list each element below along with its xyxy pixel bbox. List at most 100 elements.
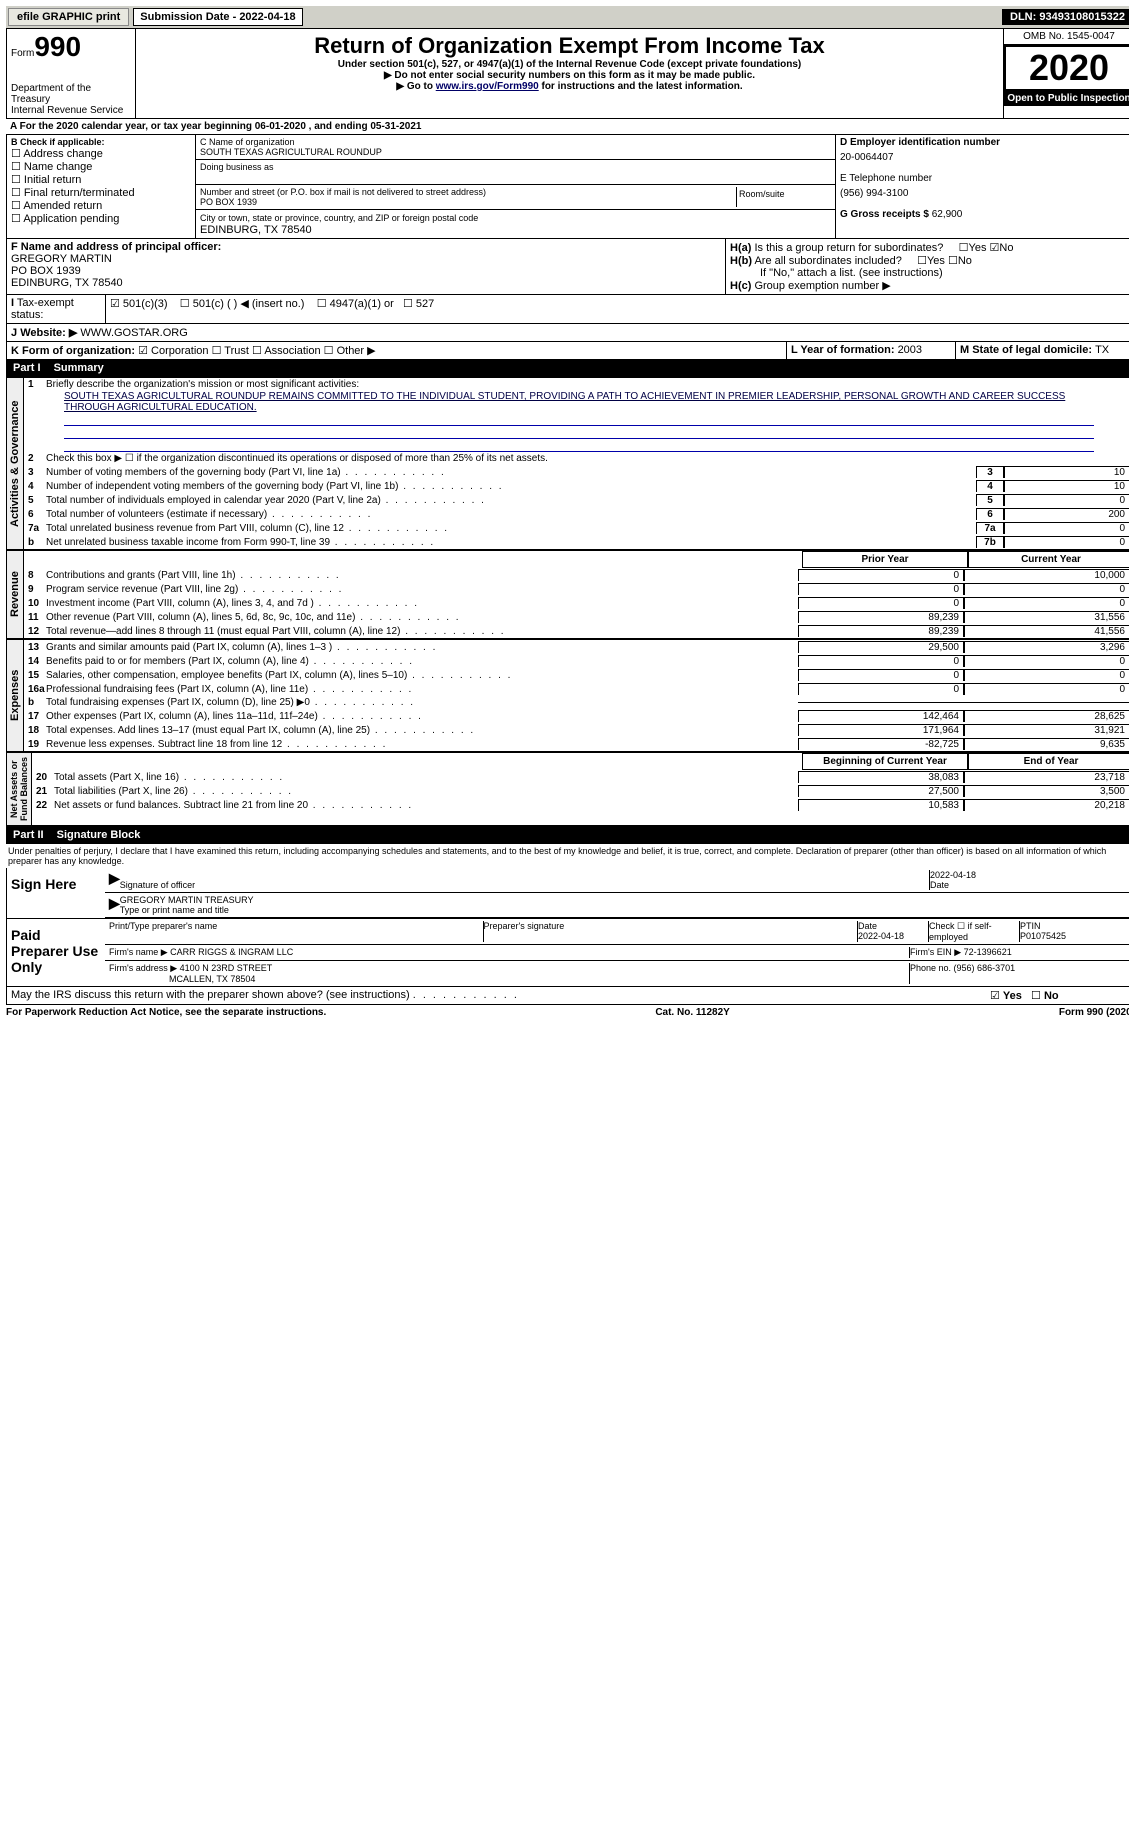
discuss-row: May the IRS discuss this return with the… [6, 987, 1129, 1005]
city-label: City or town, state or province, country… [200, 213, 478, 223]
tax-status-label: Tax-exempt status: [11, 297, 74, 321]
opt-corp[interactable]: Corporation [151, 345, 208, 357]
form-title: Return of Organization Exempt From Incom… [140, 33, 999, 59]
preparer-sig-label: Preparer's signature [484, 921, 859, 942]
website-label: Website: ▶ [20, 327, 77, 339]
form-label: Form [11, 48, 34, 59]
efile-button[interactable]: efile GRAPHIC print [8, 8, 129, 26]
col-beginning-year: Beginning of Current Year [802, 753, 968, 770]
arrow-icon: ▶ [109, 895, 120, 915]
header-center: Return of Organization Exempt From Incom… [136, 29, 1003, 118]
vtab-netassets: Net Assets orFund Balances [6, 752, 32, 826]
phone-value: (956) 994-3100 [840, 184, 1129, 209]
netassets-section: Net Assets orFund Balances Beginning of … [6, 752, 1129, 826]
part1-title: Summary [50, 360, 108, 376]
officer-addr2: EDINBURG, TX 78540 [11, 277, 123, 289]
firm-addr-label: Firm's address ▶ [109, 963, 177, 973]
sig-name-label: Type or print name and title [120, 905, 229, 915]
opt-trust[interactable]: Trust [224, 345, 249, 357]
period-label-a: A For the 2020 calendar year, or tax yea… [10, 121, 255, 132]
addr-label: Number and street (or P.O. box if mail i… [200, 187, 486, 197]
entity-block: B Check if applicable: ☐ Address change … [6, 135, 1129, 239]
section-b-label: B Check if applicable: [11, 137, 105, 147]
paid-preparer-label: Paid Preparer Use Only [7, 919, 105, 986]
col-end-year: End of Year [968, 753, 1129, 770]
form-number: 990 [34, 31, 81, 62]
website-value: WWW.GOSTAR.ORG [80, 327, 187, 339]
sign-here-label: Sign Here [7, 868, 105, 918]
ha-question: Is this a group return for subordinates? [754, 242, 943, 254]
expenses-section: Expenses 13Grants and similar amounts pa… [6, 639, 1129, 752]
dln-value: DLN: 93493108015322 [1002, 9, 1129, 25]
officer-name: GREGORY MARTIN [11, 253, 112, 265]
officer-addr1: PO BOX 1939 [11, 265, 81, 277]
firm-ein-label: Firm's EIN ▶ [910, 947, 961, 957]
sig-name: GREGORY MARTIN TREASURY [120, 895, 254, 905]
section-de: D Employer identification number 20-0064… [836, 135, 1129, 238]
opt-4947[interactable]: 4947(a)(1) or [330, 298, 394, 310]
chk-amended[interactable]: ☐ Amended return [11, 199, 191, 212]
preparer-name-label: Print/Type preparer's name [109, 921, 484, 942]
chk-final-return[interactable]: ☐ Final return/terminated [11, 186, 191, 199]
officer-block: F Name and address of principal officer:… [6, 239, 1129, 295]
irs-link[interactable]: www.irs.gov/Form990 [436, 81, 539, 92]
officer-label: F Name and address of principal officer: [11, 241, 221, 253]
ptin-value: P01075425 [1020, 931, 1066, 941]
irs-label: Internal Revenue Service [11, 105, 131, 116]
klm-row: K Form of organization: ☑ Corporation ☐ … [6, 342, 1129, 360]
omb-number: OMB No. 1545-0047 [1004, 29, 1129, 45]
blank-line [64, 413, 1094, 426]
org-name-label: C Name of organization [200, 137, 295, 147]
chk-name-change[interactable]: ☐ Name change [11, 160, 191, 173]
phone-label: E Telephone number [840, 173, 1129, 184]
governance-section: Activities & Governance 1Briefly describ… [6, 377, 1129, 550]
preparer-date-label: Date [858, 921, 877, 931]
period-end: 05-31-2021 [370, 121, 421, 132]
chk-address-change[interactable]: ☐ Address change [11, 147, 191, 160]
opt-501c3[interactable]: 501(c)(3) [123, 298, 168, 310]
part2-header: Part II Signature Block [6, 826, 1129, 844]
vtab-revenue: Revenue [6, 550, 24, 639]
ein-value: 20-0064407 [840, 148, 1129, 173]
hc-label: Group exemption number ▶ [754, 280, 890, 292]
opt-assoc[interactable]: Association [264, 345, 320, 357]
mission-text: SOUTH TEXAS AGRICULTURAL ROUNDUP REMAINS… [24, 391, 1129, 413]
chk-app-pending[interactable]: ☐ Application pending [11, 212, 191, 225]
footer-right: Form 990 (2020) [1059, 1007, 1129, 1018]
domicile-value: TX [1095, 344, 1109, 356]
hb-note: If "No," attach a list. (see instruction… [730, 267, 1129, 279]
dba-label: Doing business as [200, 162, 274, 172]
tax-period-row: A For the 2020 calendar year, or tax yea… [6, 119, 1129, 135]
footer-left: For Paperwork Reduction Act Notice, see … [6, 1007, 326, 1018]
domicile-label: M State of legal domicile: [960, 344, 1095, 356]
goto-prefix: ▶ Go to [396, 81, 435, 92]
top-toolbar: efile GRAPHIC print Submission Date - 20… [6, 6, 1129, 28]
form-org-label: K Form of organization: [11, 345, 135, 357]
chk-initial-return[interactable]: ☐ Initial return [11, 173, 191, 186]
org-address: PO BOX 1939 [200, 197, 257, 207]
hb-question: Are all subordinates included? [754, 255, 901, 267]
preparer-date: 2022-04-18 [858, 931, 904, 941]
section-b: B Check if applicable: ☐ Address change … [7, 135, 196, 238]
vtab-governance: Activities & Governance [6, 377, 24, 550]
section-f: F Name and address of principal officer:… [7, 239, 726, 294]
ha-answer: No [999, 242, 1013, 254]
firm-name: CARR RIGGS & INGRAM LLC [170, 947, 293, 957]
section-c: C Name of organizationSOUTH TEXAS AGRICU… [196, 135, 836, 238]
opt-527[interactable]: 527 [416, 298, 434, 310]
sig-officer-label: Signature of officer [120, 880, 195, 890]
sig-date-label: Date [930, 880, 949, 890]
mission-label: Briefly describe the organization's miss… [46, 379, 1129, 390]
dept-treasury: Department of the Treasury [11, 83, 131, 105]
open-to-public: Open to Public Inspection [1004, 91, 1129, 106]
header-right: OMB No. 1545-0047 2020 Open to Public In… [1003, 29, 1129, 118]
sig-date: 2022-04-18 [930, 870, 976, 880]
website-row: J Website: ▶ WWW.GOSTAR.ORG [6, 324, 1129, 342]
col-prior-year: Prior Year [802, 551, 968, 568]
ptin-label: PTIN [1020, 921, 1041, 931]
opt-other[interactable]: Other ▶ [337, 345, 376, 357]
firm-phone: (956) 686-3701 [954, 963, 1016, 973]
page-footer: For Paperwork Reduction Act Notice, see … [6, 1005, 1129, 1020]
sign-here-block: Sign Here ▶Signature of officer 2022-04-1… [6, 868, 1129, 919]
opt-501c[interactable]: 501(c) ( ) ◀ (insert no.) [193, 298, 305, 310]
